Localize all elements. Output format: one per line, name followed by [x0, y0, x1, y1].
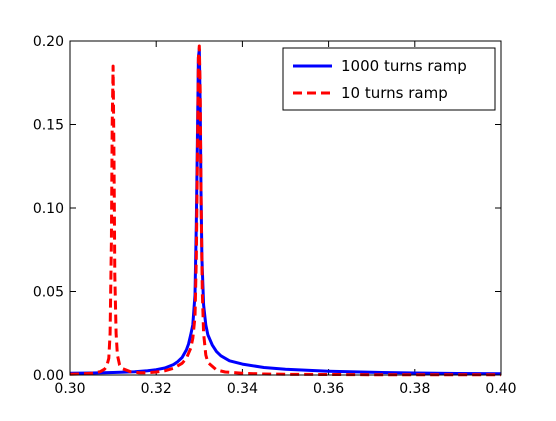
y-tick-label: 0.10	[33, 201, 64, 217]
y-tick-label: 0.20	[33, 34, 64, 50]
x-tick-label: 0.32	[141, 381, 172, 397]
legend: 1000 turns ramp 10 turns ramp	[282, 47, 496, 111]
legend-label-series-1: 10 turns ramp	[341, 84, 448, 102]
plot-frame	[69, 40, 502, 376]
legend-label-series-0: 1000 turns ramp	[341, 57, 467, 75]
x-tick-label: 0.30	[54, 381, 85, 397]
series-lines	[69, 44, 502, 377]
y-tick-label: 0.15	[33, 118, 64, 134]
y-tick-label: 0.00	[33, 368, 64, 384]
series-line-1	[69, 44, 501, 377]
x-tick-label: 0.40	[485, 381, 516, 397]
x-tick-label: 0.36	[313, 381, 344, 397]
x-tick-label: 0.34	[227, 381, 258, 397]
x-tick-label: 0.38	[399, 381, 430, 397]
y-tick-label: 0.05	[33, 285, 64, 301]
legend-box	[282, 47, 496, 111]
